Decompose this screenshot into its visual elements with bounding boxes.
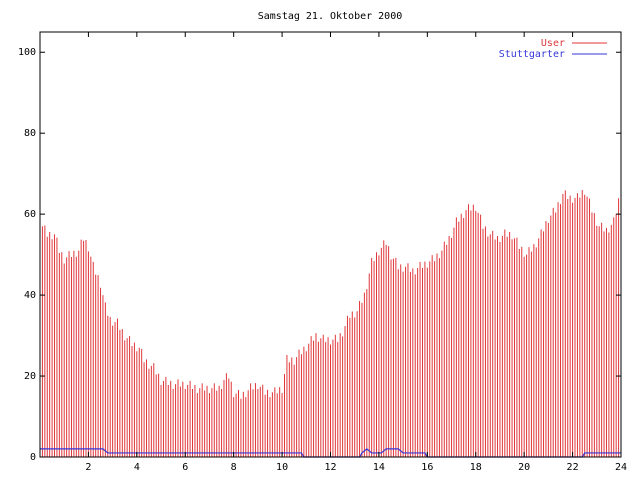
- y-tick-label: 100: [18, 47, 36, 58]
- y-tick-label: 20: [24, 371, 36, 382]
- legend-label: Stuttgarter: [499, 49, 565, 60]
- x-tick-label: 4: [134, 462, 140, 473]
- x-tick-label: 16: [421, 462, 433, 473]
- x-tick-label: 6: [182, 462, 188, 473]
- y-tick-label: 40: [24, 290, 36, 301]
- user-bars: [39, 190, 622, 457]
- x-tick-label: 8: [231, 462, 237, 473]
- y-tick-label: 60: [24, 209, 36, 220]
- x-tick-label: 24: [615, 462, 627, 473]
- x-tick-label: 22: [567, 462, 579, 473]
- chart-title: Samstag 21. Oktober 2000: [258, 11, 403, 22]
- x-tick-label: 18: [470, 462, 482, 473]
- x-tick-label: 14: [373, 462, 385, 473]
- legend-label: User: [541, 38, 565, 49]
- x-tick-label: 20: [518, 462, 530, 473]
- x-tick-label: 10: [276, 462, 288, 473]
- x-tick-label: 12: [324, 462, 336, 473]
- x-tick-label: 2: [85, 462, 91, 473]
- y-tick-label: 0: [30, 452, 36, 463]
- y-tick-label: 80: [24, 128, 36, 139]
